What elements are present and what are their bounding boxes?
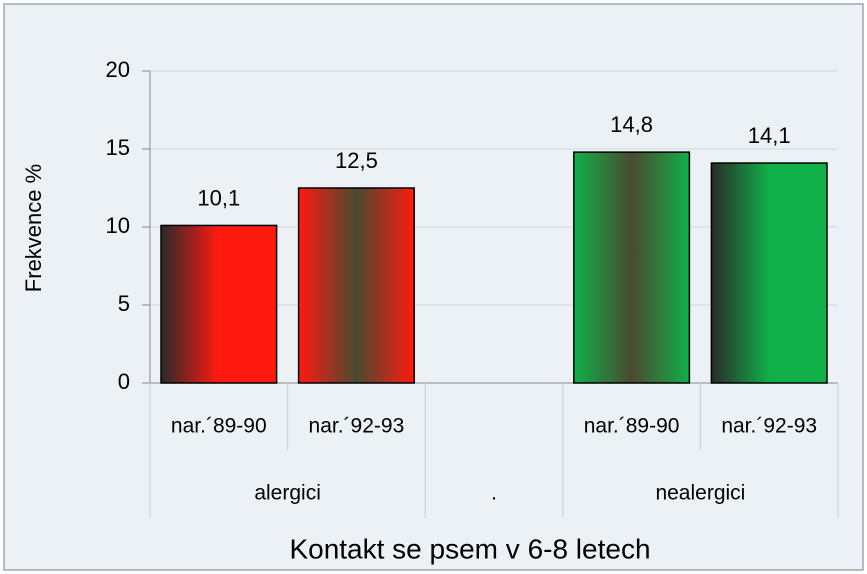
bar — [160, 224, 278, 384]
group-label: nealergici — [655, 482, 745, 505]
x-tick-label: nar.´92-93 — [309, 415, 405, 438]
bar — [573, 151, 691, 384]
x-axis-title: Kontakt se psem v 6-8 letech — [289, 533, 650, 564]
y-tick-label: 15 — [106, 135, 130, 160]
x-tick-label: nar.´89-90 — [584, 415, 680, 438]
data-label: 10,1 — [197, 185, 240, 210]
bar — [297, 187, 415, 384]
group-label: . — [491, 482, 497, 505]
data-label: 14,8 — [610, 112, 653, 137]
group-label: alergici — [254, 482, 321, 505]
data-label: 12,5 — [335, 148, 378, 173]
y-axis-title: Frekvence % — [21, 164, 46, 292]
bar — [710, 162, 828, 384]
x-tick-label: nar.´89-90 — [171, 415, 267, 438]
y-tick-label: 5 — [118, 291, 130, 316]
x-tick-label: nar.´92-93 — [721, 415, 817, 438]
y-tick-label: 0 — [118, 369, 130, 394]
data-label: 14,1 — [748, 123, 791, 148]
y-tick-label: 10 — [106, 213, 130, 238]
y-tick-label: 20 — [106, 57, 130, 82]
